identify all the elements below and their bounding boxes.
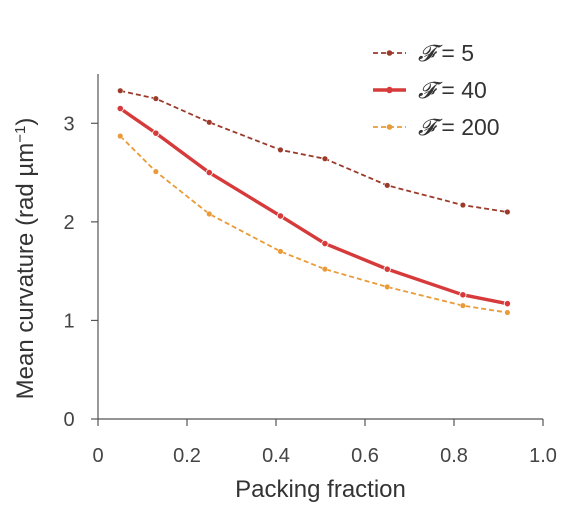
data-point (276, 212, 285, 220)
x-tick-label: 0 (92, 445, 103, 467)
legend-item: 𝓕 = 40 (373, 77, 487, 104)
y-axis-title-main: Mean curvature (rad µm (12, 143, 39, 400)
data-point (321, 239, 329, 248)
data-point (384, 182, 391, 189)
legend-label: 𝓕 = 200 (418, 114, 500, 141)
series-layer (116, 87, 511, 316)
legend-marker (386, 124, 393, 130)
data-point (277, 146, 284, 153)
x-tick-label: 0.2 (173, 445, 201, 467)
legend-label: 𝓕 = 5 (418, 40, 474, 67)
legend-item: 𝓕 = 5 (373, 40, 474, 67)
axes: 0 0.2 0.4 0.6 0.8 1.0 0 1 2 3 (63, 74, 557, 467)
series-line (120, 89, 508, 213)
data-point (384, 283, 391, 290)
y-axis-title-superscript: −1 (12, 126, 29, 143)
data-point (205, 168, 213, 177)
series-2 (117, 133, 511, 316)
x-tick-label: 0.6 (351, 445, 379, 467)
data-point (206, 210, 213, 218)
data-point (152, 168, 159, 175)
series-0 (117, 87, 511, 216)
data-point (152, 95, 159, 102)
legend: 𝓕 = 5 𝓕 = 40 𝓕 = 200 (373, 40, 500, 141)
y-tick-label: 2 (63, 212, 74, 234)
legend-marker (386, 50, 393, 56)
x-tick-label: 0.4 (262, 445, 290, 467)
series-1 (116, 104, 511, 308)
data-point (117, 87, 124, 94)
data-point (459, 291, 467, 299)
x-axis-title: Packing fraction (235, 476, 406, 503)
data-point (503, 300, 511, 308)
data-point (321, 266, 329, 273)
data-point (206, 119, 213, 126)
data-point (152, 129, 160, 137)
x-axis-ticks: 0 0.2 0.4 0.6 0.8 1.0 (92, 419, 557, 467)
x-tick-label: 1.0 (529, 445, 557, 467)
y-axis-ticks: 0 1 2 3 (63, 113, 98, 431)
data-point (277, 248, 284, 255)
data-point (504, 208, 511, 216)
x-tick-label: 0.8 (440, 445, 468, 467)
data-point (321, 155, 329, 162)
legend-label: 𝓕 = 40 (418, 77, 487, 104)
legend-item: 𝓕 = 200 (373, 114, 500, 141)
data-point (459, 302, 466, 309)
y-tick-label: 3 (63, 113, 74, 135)
series-line (119, 107, 508, 306)
y-tick-label: 0 (63, 409, 74, 431)
y-axis-title: Mean curvature (rad µm−1) (12, 118, 40, 400)
data-point (504, 309, 511, 316)
legend-marker (386, 86, 393, 94)
y-axis-title-end: ) (12, 118, 39, 126)
legend-value: = 40 (435, 77, 487, 103)
y-tick-label: 1 (63, 310, 74, 332)
legend-value: = 5 (435, 40, 474, 66)
data-point (459, 202, 466, 209)
data-point (116, 104, 124, 113)
data-point (117, 133, 124, 140)
legend-value: = 200 (435, 114, 500, 140)
data-point (383, 265, 391, 273)
series-line (119, 135, 508, 314)
